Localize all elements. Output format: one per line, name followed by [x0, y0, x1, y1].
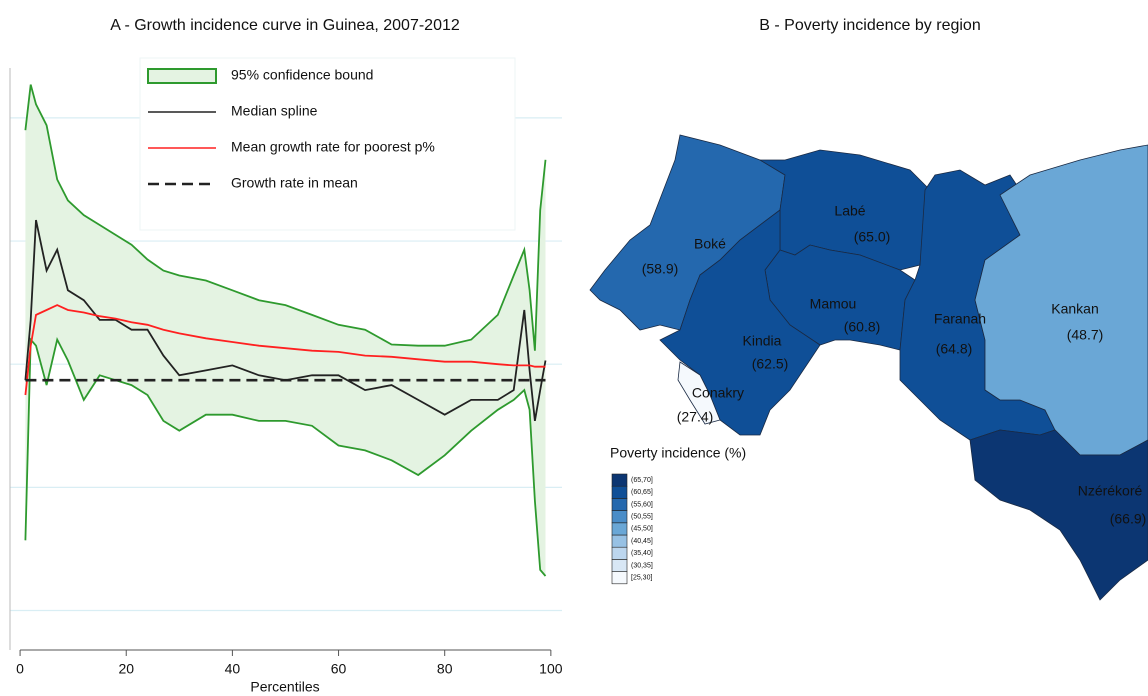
map-legend-title: Poverty incidence (%) [610, 445, 746, 461]
region-name: Nzérékoré [1078, 483, 1143, 499]
legend-swatch [611, 546, 628, 560]
map-legend: [25,30] (30,35] (35,40] (40,45] (45,50] (50,5… [611, 473, 653, 585]
x-tick-label: 80 [437, 661, 453, 677]
legend-swatch [611, 498, 628, 511]
legend-bin-label: (60,65] [631, 489, 653, 496]
x-tick-label: 60 [331, 661, 347, 677]
legend-label: Median spline [231, 103, 318, 119]
legend-swatch [611, 534, 628, 548]
legend-swatch [611, 559, 628, 572]
legend-swatch [611, 485, 628, 499]
x-tick-label: 0 [16, 661, 24, 677]
chart-title: A - Growth incidence curve in Guinea, 20… [110, 17, 460, 34]
legend-swatch [611, 510, 628, 524]
region-name: Mamou [810, 296, 857, 312]
legend-box [139, 57, 516, 231]
legend-label: 95% confidence bound [231, 67, 373, 83]
legend-bin-label: (40,45] [631, 538, 653, 545]
region-value: (58.9) [642, 261, 679, 277]
region-value: (62.5) [752, 356, 789, 372]
region-name: Boké [694, 236, 726, 252]
region-value: (48.7) [1067, 327, 1104, 343]
legend-swatch [611, 473, 628, 487]
region-name: Faranah [934, 311, 986, 327]
region-value: (66.9) [1110, 511, 1147, 527]
region-name: Kindia [743, 333, 782, 349]
region [677, 361, 721, 425]
series-line [24, 219, 547, 422]
legend-bin-label: (55,60] [631, 501, 653, 508]
legend-swatch [611, 522, 628, 536]
region-name: Labé [834, 203, 865, 219]
legend-label: Mean growth rate for poorest p% [231, 139, 435, 155]
region-value: (64.8) [936, 341, 973, 357]
x-tick-label: 20 [118, 661, 134, 677]
legend-label: Growth rate in mean [231, 175, 358, 191]
region [659, 209, 821, 436]
region-value: (27.4) [677, 409, 714, 425]
legend-bin-label: (30,35] [631, 562, 653, 569]
confidence-band [25, 84, 546, 576]
region-name: Kankan [1051, 301, 1098, 317]
region [969, 429, 1148, 601]
legend-bin-label: (50,55] [631, 514, 653, 521]
x-tick-label: 100 [539, 661, 563, 677]
legend-bin-label: [25,30] [631, 575, 652, 582]
legend-bin-label: (35,40] [631, 550, 653, 557]
lower-bound [24, 337, 547, 577]
series-line [24, 304, 546, 396]
upper-bound [24, 84, 547, 351]
x-axis-label: Percentiles [250, 679, 319, 695]
legend: 95% confidence bound Median spline Mean gr… [139, 57, 516, 231]
map-title: B - Poverty incidence by region [759, 17, 980, 34]
x-tick-label: 40 [225, 661, 241, 677]
legend-bin-label: (65,70] [631, 477, 653, 484]
legend-swatch [611, 571, 628, 585]
region-value: (60.8) [844, 319, 881, 335]
map: Boké (58.9) Labé (65.0) Mamou (60.8) Kindia (62… [589, 134, 1148, 601]
legend-bin-label: (45,50] [631, 526, 653, 533]
region-value: (65.0) [854, 229, 891, 245]
plot-area: 0 20 40 60 80 100 [9, 68, 563, 677]
region-name: Conakry [692, 385, 744, 401]
legend-swatch [147, 68, 217, 84]
